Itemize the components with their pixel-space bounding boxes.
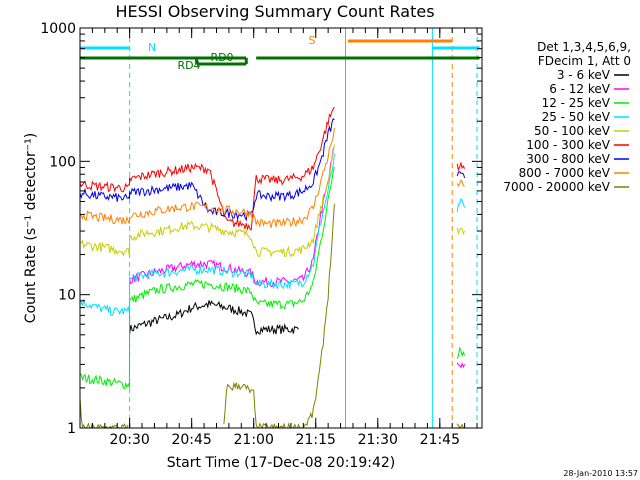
chart-title: HESSI Observing Summary Count Rates	[115, 2, 434, 21]
legend-entry-label: 12 - 25 keV	[542, 96, 611, 110]
legend-entry-label: 6 - 12 keV	[549, 82, 611, 96]
series-line-800-7000-kev	[79, 127, 465, 229]
series-line-25-50-kev	[79, 153, 466, 317]
x-axis-label: Start Time (17-Dec-08 20:19:42)	[167, 455, 395, 471]
series-line-50-100-kev	[79, 144, 466, 258]
x-tick-label: 20:30	[109, 432, 149, 448]
legend-entry-label: 3 - 6 keV	[557, 68, 611, 82]
axis-ticks: 20:30 20:45 21:00 21:15 21:30 21:45 1 10 100 1000	[40, 21, 482, 448]
x-tick-label: 21:30	[358, 432, 398, 448]
vertical-marker-lines	[79, 28, 478, 428]
legend-entry-label: 50 - 100 keV	[534, 124, 611, 138]
series-line-12-25-kev	[79, 166, 466, 390]
legend: Det 1,3,4,5,6,9,FDecim 1, Att 03 - 6 keV…	[503, 40, 631, 194]
y-tick-label: 1	[67, 421, 76, 437]
plot-area-frame	[79, 27, 483, 429]
series-line-3-6-kev	[129, 300, 299, 336]
series-lines	[79, 106, 466, 430]
legend-entry-label: 100 - 300 keV	[526, 138, 610, 152]
legend-header: FDecim 1, Att 0	[538, 54, 631, 68]
legend-entry-label: 25 - 50 keV	[542, 110, 611, 124]
series-line-300-800-kev	[79, 118, 466, 222]
x-tick-label: 21:45	[420, 432, 460, 448]
legend-entry-label: 7000 - 20000 keV	[503, 180, 610, 194]
timestamp-label: 28-Jan-2010 13:57	[563, 469, 638, 478]
legend-header: Det 1,3,4,5,6,9,	[537, 40, 631, 54]
y-tick-label: 10	[58, 288, 76, 304]
annotation-label-n: N	[148, 41, 156, 54]
legend-entry-label: 800 - 7000 keV	[519, 166, 611, 180]
x-tick-label: 20:45	[171, 432, 211, 448]
series-line-6-12-kev	[129, 147, 466, 369]
annotation-label-rd0: RD0	[210, 51, 233, 64]
series-line-100-300-kev	[79, 106, 466, 231]
y-tick-label: 1000	[40, 21, 76, 37]
annotation-label-s: S	[309, 34, 316, 47]
state-annotation-bars: N S RD0 RD4	[80, 34, 480, 72]
series-line-7000-20000-kev	[79, 203, 465, 430]
legend-entry-label: 300 - 800 keV	[526, 152, 610, 166]
y-axis-label: Count Rate (s⁻¹ detector⁻¹)	[23, 133, 39, 323]
x-tick-label: 21:15	[296, 432, 336, 448]
annotation-label-rd4: RD4	[177, 59, 200, 72]
y-tick-label: 100	[49, 154, 76, 170]
x-tick-label: 21:00	[234, 432, 274, 448]
